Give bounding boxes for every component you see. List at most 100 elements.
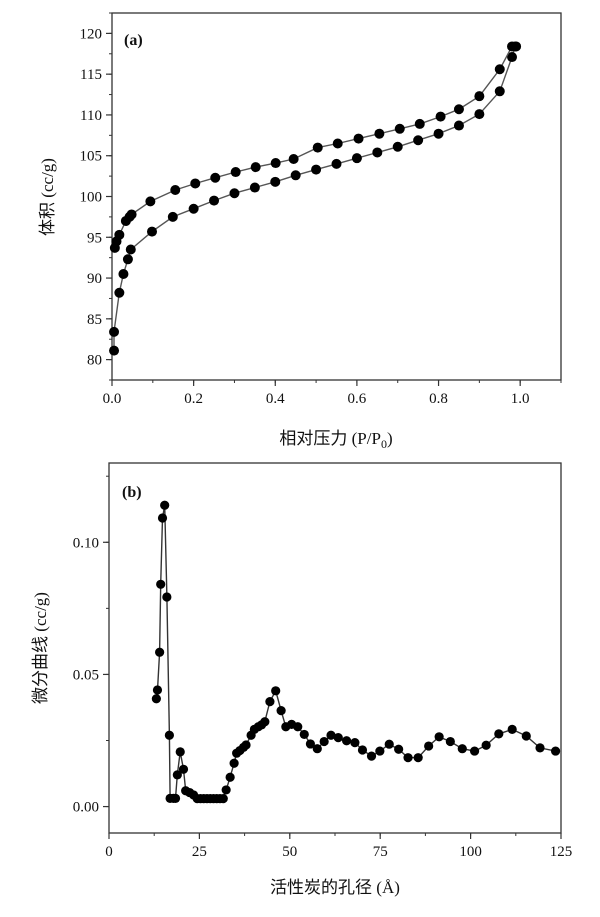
panel-b-series-0-point — [521, 731, 531, 741]
panel-b-series-0-point — [293, 722, 303, 732]
panel-a-series-0-point — [507, 52, 518, 63]
panel-a-series-1-point — [494, 64, 505, 75]
panel-b-x-tick-label: 25 — [192, 844, 207, 860]
panel-b-series-0-point — [424, 741, 434, 751]
panel-a-x-tick-label: 0.6 — [348, 391, 367, 407]
panel-a-series-1-point — [394, 123, 405, 134]
panel-a-series-0-point — [413, 135, 424, 146]
panel-a-series-0-point — [433, 128, 444, 139]
panel-a-y-tick-label: 115 — [80, 67, 102, 83]
panel-b-series-0-point — [312, 744, 322, 754]
panel-b-x-axis-title: 活性炭的孔径 (Å) — [270, 878, 400, 897]
panel-b-series-0-point — [170, 793, 181, 803]
panel-b-series-0-point — [375, 746, 385, 756]
panel-a-y-axis-title: 体积 (cc/g) — [38, 158, 57, 236]
panel-a-series-0-point — [290, 170, 301, 181]
panel-b-series-0-point — [157, 513, 168, 523]
panel-b-series-0-point — [155, 647, 165, 657]
panel-b-series-0-point — [366, 751, 377, 761]
panel-a-y-tick-label: 95 — [87, 230, 102, 246]
panel-b-series-0-point — [394, 744, 404, 754]
panel-b-y-tick-label: 0.00 — [73, 800, 99, 816]
panel-a-series-0-point — [147, 226, 158, 237]
panel-b-series-0-point — [434, 732, 444, 742]
panel-b-series-0-point — [276, 706, 286, 716]
panel-a-series-1-point — [230, 167, 241, 178]
panel-a-series-0-point — [122, 254, 133, 265]
panel-a-series-0-point — [351, 153, 362, 164]
panel-b-x-tick-label: 0 — [105, 844, 113, 860]
panel-a-x-tick-label: 0.4 — [266, 391, 285, 407]
panel-b-series-0-point — [152, 685, 163, 695]
panel-b-series-0-point — [271, 686, 281, 696]
panel-b-series-0-point — [457, 744, 467, 754]
panel-a-y-tick-label: 100 — [80, 190, 103, 206]
panel-a-series-0-point — [109, 345, 120, 356]
panel-b-series-0-point — [445, 736, 455, 747]
panel-a-series-0-point — [209, 195, 220, 206]
panel-a-series-0-point — [188, 203, 199, 214]
panel-a-series-0-point — [372, 147, 383, 158]
panel-a-series-1-point — [145, 196, 156, 207]
panel-a-series-1-point — [210, 172, 221, 183]
panel-a-series-1-point — [474, 91, 485, 102]
panel-b-series-0-point — [221, 785, 231, 795]
panel-b-label: (b) — [122, 484, 142, 501]
panel-b-series-0-point — [175, 747, 185, 757]
panel-a-series-1-point — [453, 104, 464, 115]
panel-a-series-0-point — [114, 287, 125, 298]
panel-b-series-0-point — [469, 746, 480, 756]
panel-b-series-0-point — [229, 758, 239, 768]
panel-b-y-axis-title: 微分曲线 (cc/g) — [31, 592, 50, 704]
panel-b-pore-distribution: (b) 活性炭的孔径 (Å) 微分曲线 (cc/g) 0 25 50 75 100 125… — [31, 462, 572, 897]
panel-b-series-0-point — [241, 740, 251, 750]
panel-b-series-0-point — [172, 770, 182, 780]
panel-a-series-0-point — [270, 176, 281, 187]
panel-b-series-0-point — [160, 500, 170, 510]
panel-a-series-1-point — [270, 158, 281, 169]
panel-a-x-tick-label: 1.0 — [511, 391, 530, 407]
panel-a-x-tick-label: 0.0 — [103, 391, 122, 407]
panel-b-series-0-point — [305, 739, 316, 749]
panel-b-series-0-point — [326, 730, 336, 740]
panel-a-series-0-point — [494, 86, 505, 97]
panel-a-series-1-point — [120, 215, 131, 226]
panel-a-plot-frame — [111, 12, 562, 381]
panel-b-series-0-point — [333, 732, 343, 743]
panel-a-series-0-point — [118, 268, 129, 279]
panel-b-series-0-point — [494, 729, 504, 739]
panel-b-series-0-point — [550, 746, 561, 756]
panel-a-series-1-point — [507, 41, 518, 52]
panel-b-series-0-point — [507, 724, 517, 735]
panel-b-series-0-point — [156, 579, 166, 589]
panel-a-series-1-point — [435, 111, 446, 122]
panel-a-series-1-point — [332, 138, 343, 149]
panel-b-series-0-point — [164, 730, 174, 740]
panel-a-y-tick-label: 80 — [87, 353, 102, 369]
panel-b-series-0-point — [151, 694, 161, 704]
panel-a-isotherm: (a) 相对压力 (P/P0) 体积 (cc/g) 0.0 0.2 0.4 0.6 0.… — [38, 12, 562, 451]
panel-b-series-0-point — [218, 794, 228, 804]
panel-b-series-0-point — [265, 697, 275, 707]
panel-b-series-0-point — [350, 738, 360, 748]
panel-b-series-0-point — [225, 772, 235, 782]
panel-a-series-1-point — [414, 118, 425, 129]
panel-b-series-0-point — [357, 745, 368, 755]
panel-b-series-0-point — [384, 739, 394, 749]
panel-a-x-tick-label: 0.8 — [429, 391, 448, 407]
panel-a-series-0-point — [311, 164, 322, 175]
panel-b-series-0-point — [481, 740, 491, 750]
panel-a-series-1-point — [170, 184, 181, 195]
panel-b-series-0-point — [319, 736, 329, 747]
panel-a-series-0-point — [125, 244, 136, 255]
panel-a-y-tick-label: 90 — [87, 271, 102, 287]
panel-a-x-axis-title: 相对压力 (P/P0) — [279, 429, 392, 451]
panel-a-y-tick-label: 105 — [80, 149, 103, 165]
panel-a-series-0-line — [113, 46, 516, 351]
panel-b-series-0-point — [178, 764, 189, 774]
panel-b-series-0-point — [299, 729, 309, 740]
panel-a-series-1-point — [190, 178, 201, 189]
panel-a-series-1-point — [250, 162, 261, 173]
panel-a-y-tick-label: 85 — [87, 312, 102, 328]
